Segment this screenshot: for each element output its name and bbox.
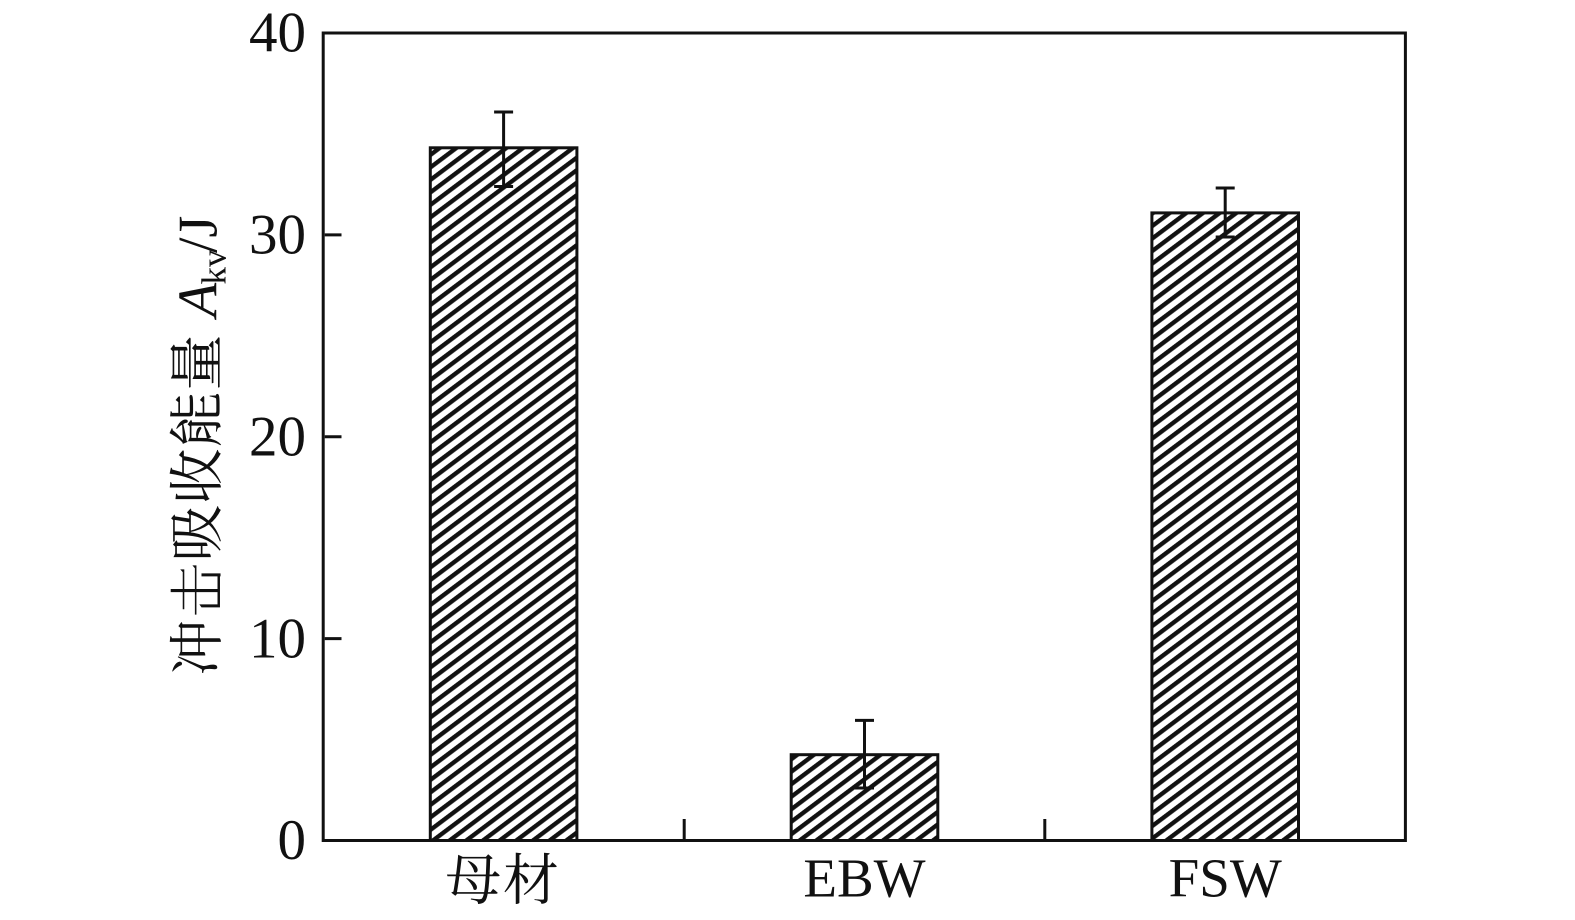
svg-text:EBW: EBW [803, 848, 925, 909]
svg-text:0: 0 [278, 809, 307, 872]
svg-text:40: 40 [249, 2, 306, 65]
svg-text:20: 20 [249, 405, 306, 468]
svg-text:10: 10 [249, 607, 306, 670]
svg-text:30: 30 [249, 204, 306, 267]
svg-text:FSW: FSW [1169, 848, 1282, 909]
svg-text:Akv/J: Akv/J [168, 216, 234, 321]
